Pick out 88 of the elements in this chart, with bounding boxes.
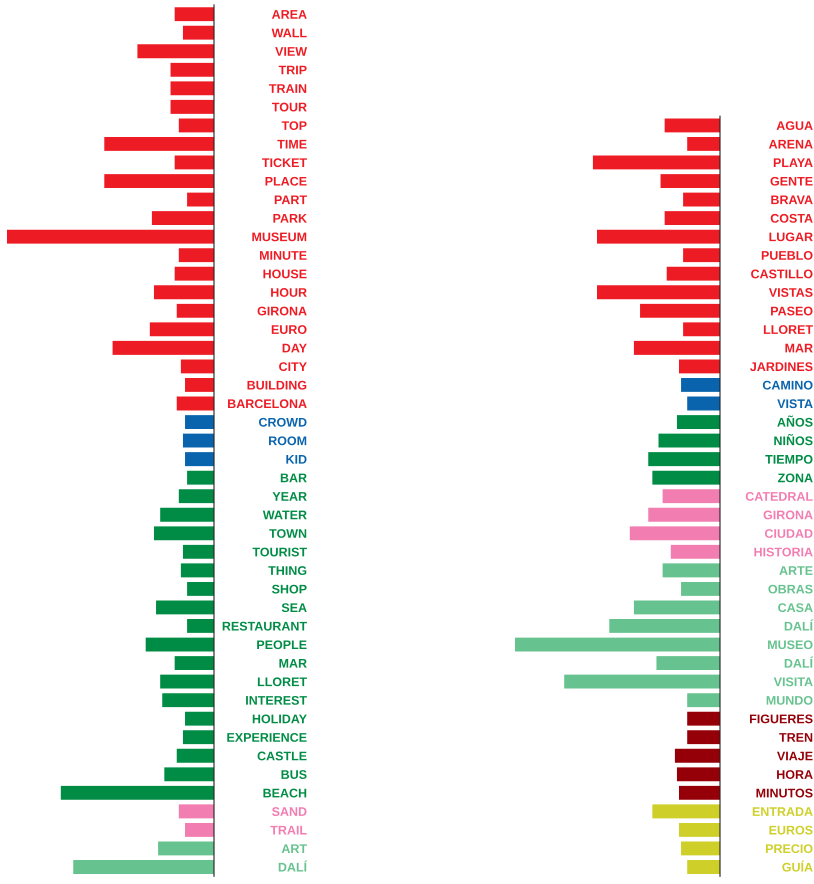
y-tick-label: JARDINES	[750, 362, 813, 372]
y-tick-label: BUILDING	[247, 380, 306, 390]
y-tick-label: SEA	[282, 603, 307, 612]
y-tick-label: INTEREST	[246, 696, 307, 705]
y-tick-label: MUSEO	[768, 640, 813, 650]
y-tick-label: TIEMPO	[765, 454, 813, 464]
y-tick-label: MINUTE	[260, 251, 307, 260]
y-tick-label: PRECIO	[766, 844, 813, 854]
y-tick-label: TREN	[779, 733, 812, 742]
y-tick-label: WATER	[262, 510, 307, 520]
y-tick-label: THING	[268, 566, 306, 576]
y-tick-label: TIME	[277, 140, 307, 148]
y-tick-label: MAR	[279, 658, 307, 668]
y-tick-label: VISITA	[774, 677, 813, 686]
y-tick-label: TRIP	[278, 66, 307, 74]
y-tick-label: BAR	[280, 474, 307, 482]
y-tick-label: EUROS	[769, 826, 813, 835]
y-tick-label: CITY	[279, 362, 307, 372]
y-tick-label: EURO	[272, 325, 307, 334]
y-tick-label: CIUDAD	[764, 529, 813, 538]
y-tick-label: PUEBLO	[762, 250, 813, 260]
y-tick-label: AÑOS	[777, 415, 813, 427]
y-tick-label: PLACE	[266, 176, 307, 186]
y-tick-label: ART	[282, 844, 307, 853]
y-tick-label: GUÍA	[782, 860, 813, 872]
y-tick-label: AREA	[272, 10, 307, 19]
y-tick-label: GENTE	[770, 176, 813, 186]
y-tick-label: DALÍ	[784, 619, 814, 631]
y-tick-label: COSTA	[770, 214, 813, 223]
y-tick-label: TOP	[282, 121, 307, 130]
y-tick-label: OBRAS	[768, 584, 813, 594]
y-tick-label: NIÑOS	[774, 434, 813, 446]
y-tick-label: SAND	[272, 807, 307, 816]
y-tick-label: HISTORIA	[754, 548, 813, 556]
y-tick-label: BARCELONA	[228, 399, 307, 408]
y-tick-label: SHOP	[272, 584, 307, 594]
y-tick-label: BRAVA	[771, 195, 813, 204]
y-tick-label: ARTE	[779, 566, 813, 575]
y-tick-label: CAMINO	[762, 380, 813, 390]
y-tick-label: ZONA	[778, 473, 813, 482]
y-tick-label: DAY	[282, 344, 307, 352]
y-tick-label: MAR	[785, 344, 813, 352]
y-tick-label: TOWN	[269, 529, 306, 538]
y-tick-label: HORA	[777, 770, 813, 779]
y-tick-label: PASEO	[771, 306, 813, 316]
y-tick-label: MINUTOS	[756, 788, 813, 798]
y-tick-label: VIAJE	[777, 752, 813, 760]
y-tick-label: VIEW	[275, 47, 308, 56]
y-tick-label: GIRONA	[258, 306, 307, 316]
y-tick-label: DALÍ	[278, 860, 308, 872]
y-tick-label: LUGAR	[769, 232, 813, 242]
y-tick-label: YEAR	[272, 492, 307, 501]
y-tick-label: BEACH	[263, 788, 306, 798]
y-tick-label: TOURIST	[252, 548, 307, 556]
y-tick-label: ENTRADA	[752, 807, 813, 816]
y-tick-label: RESTAURANT	[222, 622, 307, 631]
y-tick-label: BUS	[282, 770, 307, 779]
y-tick-label: KID	[286, 455, 307, 464]
y-tick-label: WALL	[272, 28, 307, 38]
y-tick-label: PEOPLE	[257, 640, 307, 650]
y-tick-label: MUNDO	[766, 696, 813, 705]
y-tick-label: TOUR	[272, 102, 307, 112]
y-tick-label: DALÍ	[784, 656, 814, 668]
y-tick-label: PART	[274, 195, 307, 204]
y-tick-label: HOUSE	[263, 270, 307, 278]
y-tick-label: TICKET	[262, 158, 307, 168]
y-tick-label: LLORET	[764, 325, 813, 334]
y-tick-label: LLORET	[258, 677, 307, 686]
y-tick-label: TRAIL	[270, 826, 307, 834]
y-tick-label: CROWD	[258, 418, 307, 427]
y-tick-label: CASA	[778, 603, 813, 612]
y-tick-label: GIRONA	[764, 510, 813, 520]
y-tick-label: EXPERIENCE	[227, 733, 307, 742]
y-tick-label: HOLIDAY	[252, 714, 307, 724]
y-tick-label: MUSEUM	[252, 232, 306, 242]
y-tick-label: ARENA	[768, 140, 813, 148]
y-tick-label: CATEDRAL	[746, 492, 813, 501]
y-tick-label: PARK	[273, 214, 307, 223]
y-tick-label: AGUA	[776, 121, 813, 130]
y-tick-label: PLAYA	[774, 158, 813, 168]
y-tick-label: HOUR	[271, 288, 307, 297]
y-tick-label: VISTA	[777, 399, 813, 408]
y-tick-label: CASTILLO	[751, 270, 813, 278]
y-tick-label: VISTAS	[768, 288, 813, 297]
y-tick-label: CASTLE	[258, 752, 307, 760]
y-tick-label: FIGUERES	[750, 714, 813, 724]
y-tick-label: TRAIN	[269, 84, 306, 93]
y-tick-label: ROOM	[269, 436, 306, 446]
